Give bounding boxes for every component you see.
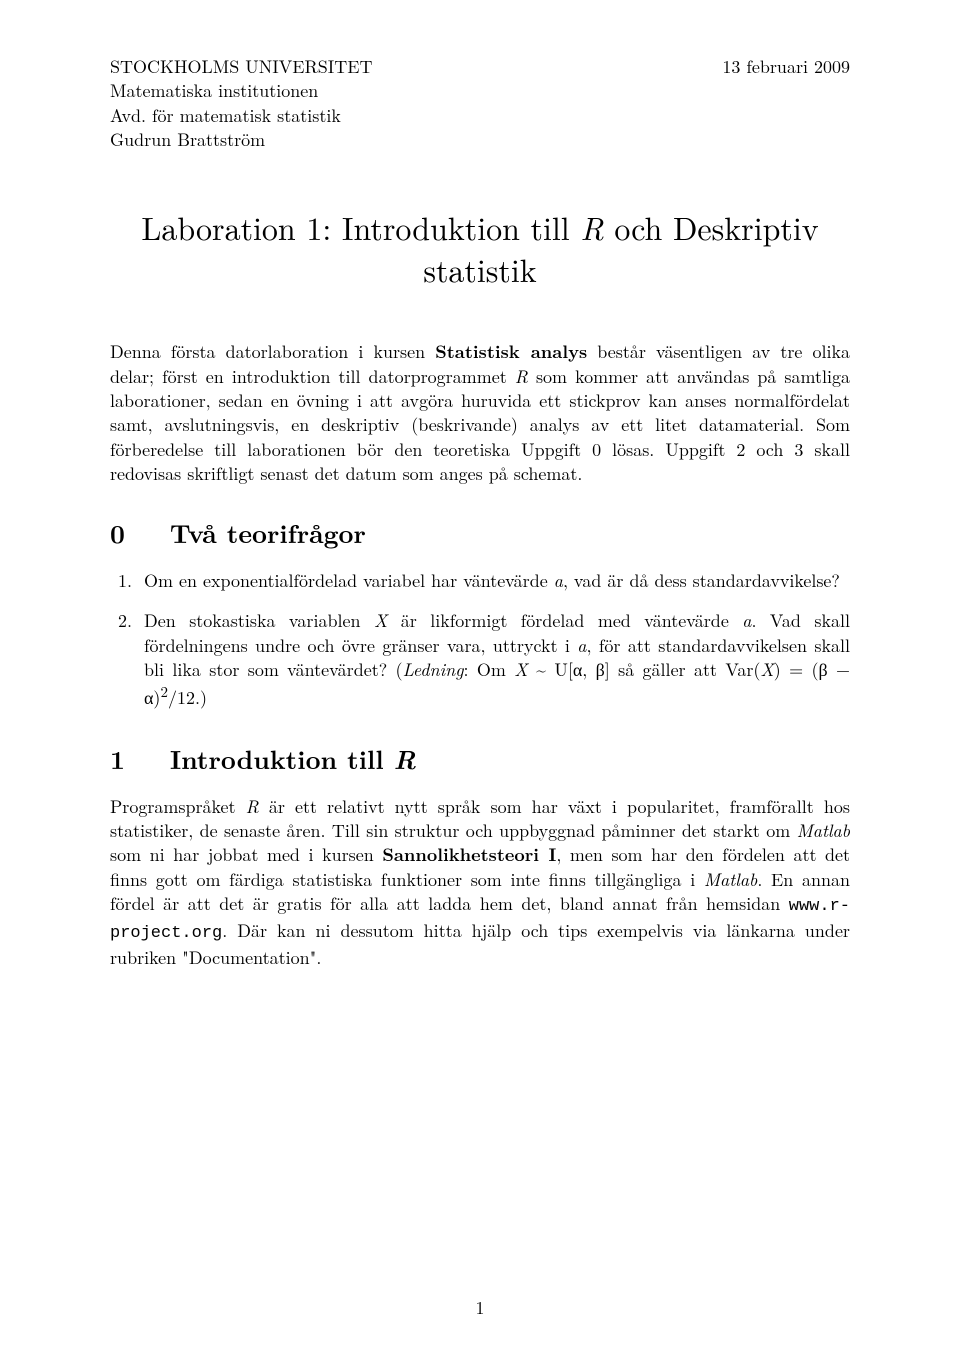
intro-text-a: Denna första datorlaboration i kursen	[110, 339, 435, 364]
section-1-num: 1	[110, 740, 125, 777]
theory-questions-list: Om en exponentialfördelad variabel har v…	[110, 569, 850, 710]
s1-text-a: Programspråket	[110, 794, 246, 819]
q2-var-x2: X	[514, 657, 527, 682]
question-2: Den stokastiska variablen X är likformig…	[138, 609, 850, 710]
q2-var-x1: X	[374, 608, 387, 633]
q2-sup-2: 2	[160, 681, 168, 702]
header-line-3: Avd. för matematisk statistik	[110, 104, 373, 128]
header-left: STOCKHOLMS UNIVERSITET Matematiska insti…	[110, 55, 373, 152]
page-number: 1	[0, 1295, 960, 1320]
title-prefix: Laboration 1: Introduktion till	[141, 205, 580, 250]
header-date: 13 februari 2009	[722, 55, 850, 79]
section-1-title-r: R	[394, 739, 416, 777]
header-line-2: Matematiska institutionen	[110, 79, 373, 103]
header-line-1: STOCKHOLMS UNIVERSITET	[110, 55, 373, 79]
q2-text-a: Den stokastiska variablen	[144, 608, 374, 633]
section-1-paragraph: Programspråket R är ett relativt nytt sp…	[110, 795, 850, 970]
section-1-title-a: Introduktion till	[170, 740, 394, 777]
document-page: STOCKHOLMS UNIVERSITET Matematiska insti…	[0, 0, 960, 1348]
q1-text-c: , vad är då dess standardavvikelse?	[563, 568, 840, 593]
question-1: Om en exponentialfördelad variabel har v…	[138, 569, 850, 593]
s1-matlab-2: Matlab	[704, 867, 757, 892]
section-1-heading: 1 Introduktion till R	[110, 739, 850, 777]
s1-matlab-1: Matlab	[797, 818, 850, 843]
section-0-heading: 0 Två teorifrågor	[110, 514, 850, 551]
intro-paragraph: Denna första datorlaboration i kursen St…	[110, 340, 850, 486]
q2-ledning: Ledning	[403, 657, 464, 682]
s1-text-e: som ni har jobbat med i kursen	[110, 842, 382, 867]
q1-var-a: a	[554, 568, 563, 593]
q2-text-k: ~ U[α, β] så gäller att Var(	[528, 657, 761, 682]
q2-var-x3: X	[760, 657, 773, 682]
intro-r: R	[515, 364, 528, 389]
document-title: Laboration 1: Introduktion till R och De…	[110, 207, 850, 290]
s1-course: Sannolikhetsteori I	[382, 842, 556, 867]
header-right: 13 februari 2009	[722, 55, 850, 79]
q2-text-o: /12.)	[168, 685, 207, 710]
header-line-4: Gudrun Brattström	[110, 128, 373, 152]
section-0-title: Två teorifrågor	[170, 514, 366, 551]
section-0-num: 0	[110, 514, 125, 551]
s1-r: R	[246, 794, 259, 819]
q2-text-i: : Om	[464, 657, 515, 682]
intro-course-name: Statistisk analys	[435, 339, 587, 364]
q1-text-a: Om en exponentialfördelad variabel har v…	[144, 568, 554, 593]
header: STOCKHOLMS UNIVERSITET Matematiska insti…	[110, 55, 850, 152]
q2-text-c: är likformigt fördelad med väntevärde	[387, 608, 742, 633]
title-r: R	[580, 205, 603, 250]
